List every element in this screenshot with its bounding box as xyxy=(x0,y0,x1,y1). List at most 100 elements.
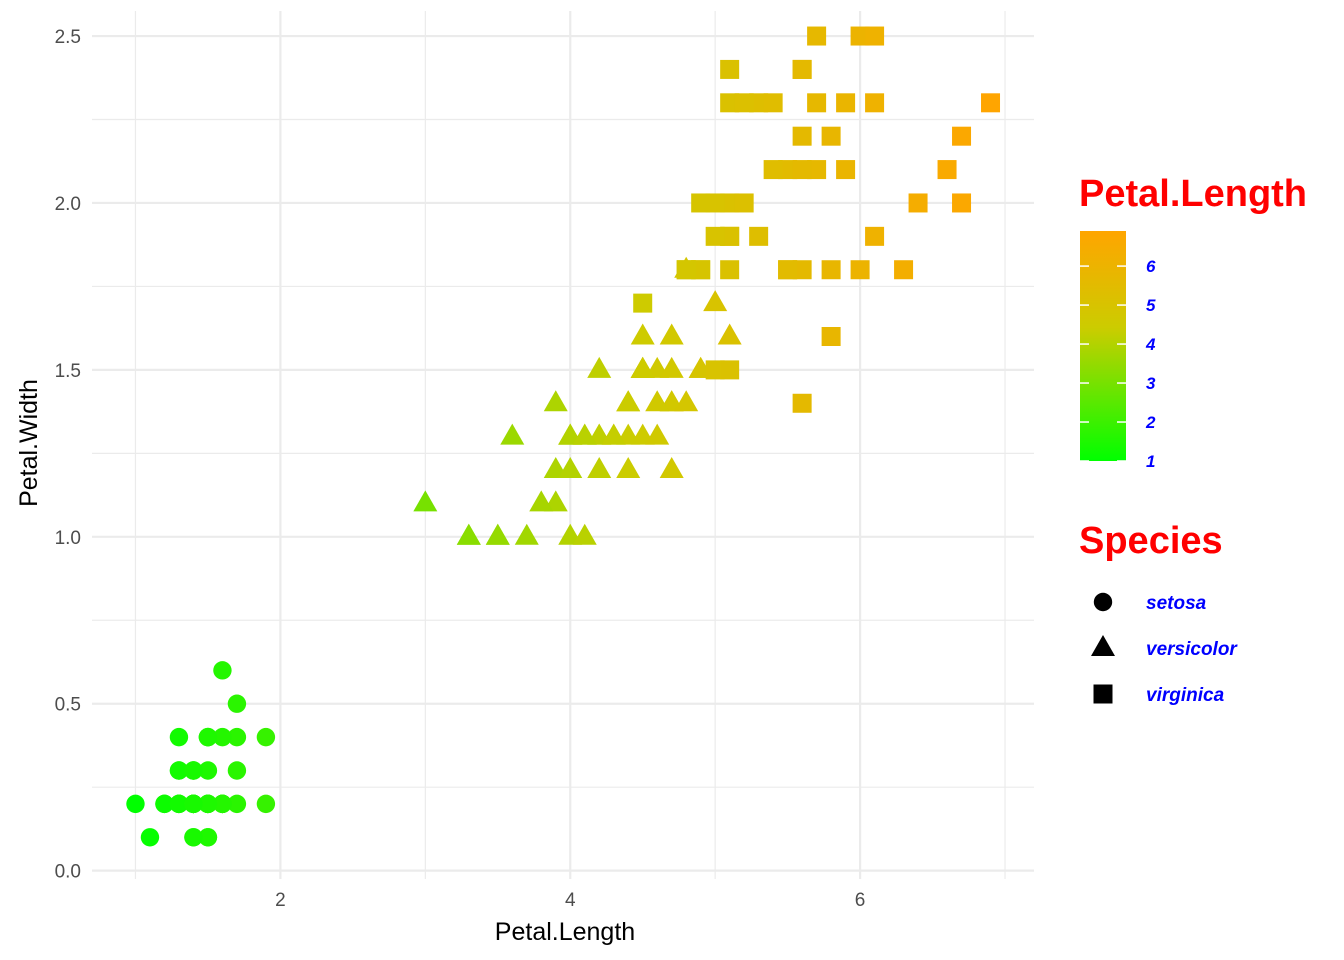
y-tick-label: 0.5 xyxy=(55,695,81,716)
grid-lines xyxy=(92,11,1034,879)
virginica-point xyxy=(734,93,754,113)
virginica-point xyxy=(792,59,812,79)
colorbar-tick-label: 5 xyxy=(1146,296,1156,315)
virginica-point xyxy=(894,260,914,280)
setosa-point xyxy=(227,794,247,814)
y-tick-label: 1.0 xyxy=(55,528,81,549)
virginica-point xyxy=(749,226,769,246)
setosa-point xyxy=(140,828,160,847)
versicolor-point xyxy=(674,390,699,412)
x-axis-title: Petal.Length xyxy=(495,918,635,946)
versicolor-point xyxy=(630,356,655,378)
versicolor-point xyxy=(703,290,728,312)
virginica-point xyxy=(807,26,827,46)
virginica-point xyxy=(778,160,798,180)
versicolor-point xyxy=(543,390,568,412)
versicolor-point xyxy=(659,356,684,378)
virginica-point xyxy=(763,93,783,113)
virginica-point xyxy=(705,360,725,380)
virginica-point xyxy=(836,160,856,180)
virginica-point xyxy=(865,226,885,246)
colorbar-tick-label: 4 xyxy=(1145,335,1156,354)
setosa-point xyxy=(213,661,232,680)
setosa-point xyxy=(155,794,174,814)
setosa-point xyxy=(126,794,145,814)
x-tick-label: 6 xyxy=(855,890,866,911)
virginica-point xyxy=(792,260,812,280)
setosa-point xyxy=(169,794,189,814)
legend-triangle-icon xyxy=(1091,634,1115,656)
setosa-point xyxy=(169,727,189,747)
y-tick-label: 2.5 xyxy=(55,27,81,48)
setosa-point xyxy=(198,761,218,780)
versicolor-point xyxy=(645,423,670,445)
versicolor-point xyxy=(514,523,539,545)
y-tick-label: 0.0 xyxy=(55,862,81,883)
virginica-point xyxy=(807,93,827,113)
virginica-point xyxy=(865,93,885,113)
x-tick-label: 4 xyxy=(565,890,576,911)
legend-square-icon xyxy=(1093,684,1113,704)
colorbar-tick-label: 1 xyxy=(1146,452,1155,471)
colorbar-tick-label: 2 xyxy=(1145,413,1156,432)
virginica-point xyxy=(734,193,754,213)
setosa-point xyxy=(227,727,247,747)
virginica-point xyxy=(691,193,711,213)
versicolor-point xyxy=(659,457,684,479)
virginica-point xyxy=(792,160,812,180)
setosa-point xyxy=(169,761,189,780)
versicolor-point xyxy=(500,423,525,445)
setosa-point xyxy=(198,794,218,814)
colorbar-legend-title: Petal.Length xyxy=(1079,173,1307,215)
virginica-point xyxy=(720,260,740,280)
virginica-point xyxy=(821,126,841,146)
versicolor-point xyxy=(413,490,438,512)
setosa-point xyxy=(256,727,276,747)
setosa-point xyxy=(198,828,218,847)
shape-legend-title: Species xyxy=(1079,520,1223,562)
virginica-point xyxy=(952,126,972,146)
virginica-point xyxy=(763,160,783,180)
axes: Petal.Length Petal.Width 2 4 6 0.0 0.5 1.0 1.5… xyxy=(15,27,865,946)
virginica-point xyxy=(720,93,740,113)
legend-label-virginica: virginica xyxy=(1146,685,1225,706)
shape-legend: Species setosa versicolor virginica xyxy=(1079,520,1238,706)
virginica-point xyxy=(836,93,856,113)
colorbar-ticks: 1 2 3 4 5 6 xyxy=(1080,257,1156,471)
versicolor-point xyxy=(717,323,742,345)
setosa-point xyxy=(184,794,203,814)
versicolor-point xyxy=(645,390,670,412)
versicolor-point xyxy=(529,490,554,512)
virginica-point xyxy=(850,260,870,280)
versicolor-point xyxy=(659,323,684,345)
virginica-point xyxy=(720,193,740,213)
y-tick-label: 1.5 xyxy=(55,361,81,382)
virginica-point xyxy=(676,260,696,280)
setosa-point xyxy=(184,828,203,847)
data-points xyxy=(126,26,1001,847)
x-tick-label: 2 xyxy=(275,890,286,911)
virginica-point xyxy=(720,360,740,380)
versicolor-point xyxy=(587,457,612,479)
virginica-point xyxy=(778,260,798,280)
setosa-point xyxy=(198,727,218,747)
setosa-point xyxy=(256,794,276,814)
setosa-point xyxy=(213,727,232,747)
setosa-point xyxy=(184,761,203,780)
versicolor-point xyxy=(616,457,641,479)
virginica-point xyxy=(749,93,769,113)
legend-label-setosa: setosa xyxy=(1146,593,1207,614)
versicolor-point xyxy=(558,457,583,479)
virginica-point xyxy=(705,226,725,246)
virginica-point xyxy=(720,226,740,246)
y-tick-label: 2.0 xyxy=(55,194,81,215)
versicolor-point xyxy=(587,356,612,378)
versicolor-point xyxy=(572,423,597,445)
virginica-point xyxy=(792,393,812,413)
versicolor-point xyxy=(616,390,641,412)
virginica-point xyxy=(952,193,972,213)
versicolor-point xyxy=(630,323,655,345)
virginica-point xyxy=(633,293,653,313)
virginica-point xyxy=(720,59,740,79)
